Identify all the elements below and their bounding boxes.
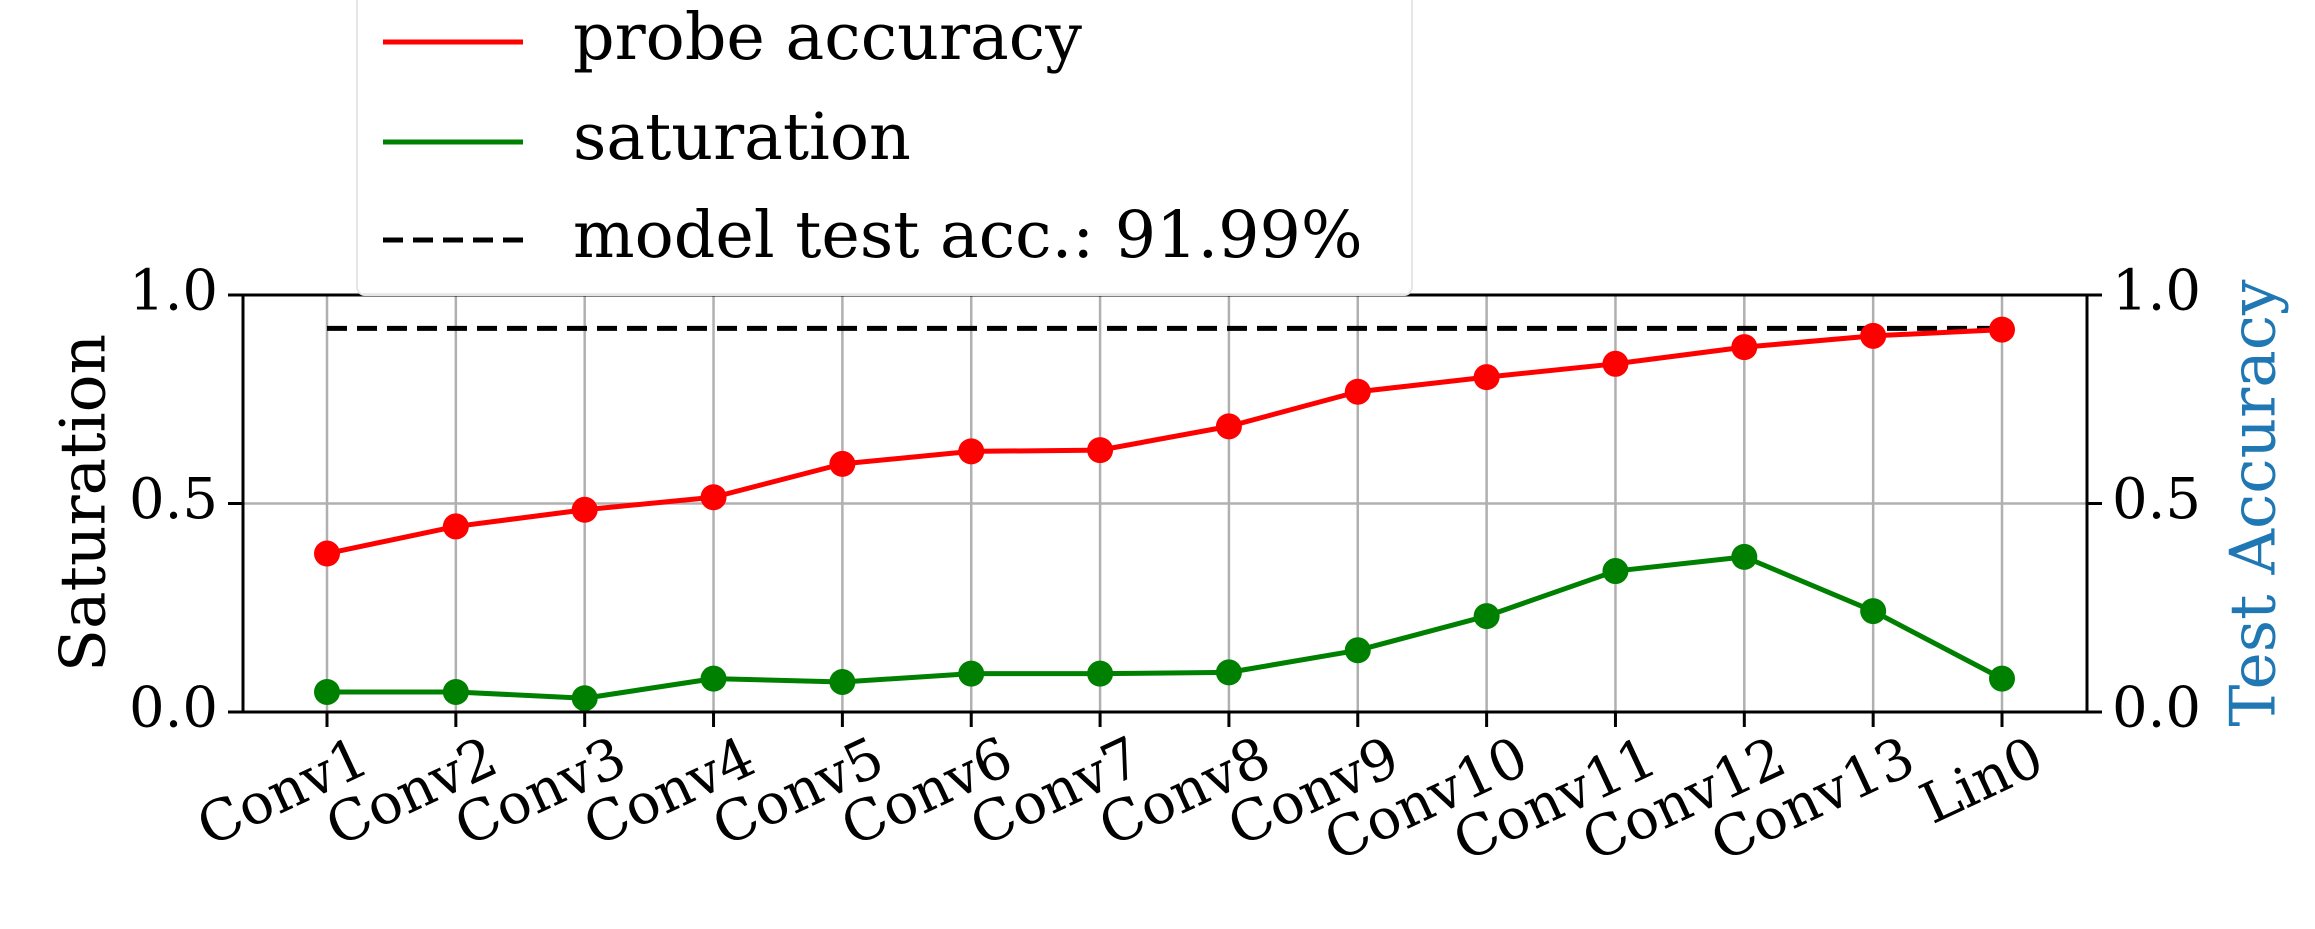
y-axis-right: 0.0 0.5 1.0 — [2087, 259, 2201, 741]
data-point-probe-accuracy — [829, 450, 856, 477]
data-point-probe-accuracy — [700, 484, 727, 511]
data-point-probe-accuracy — [314, 540, 340, 567]
data-point-saturation — [1860, 598, 1887, 625]
data-point-saturation — [1344, 637, 1371, 664]
data-point-probe-accuracy — [958, 438, 985, 465]
data-point-saturation — [958, 660, 985, 687]
data-point-probe-accuracy — [1344, 378, 1371, 405]
y-tick-label-right: 1.0 — [2112, 259, 2201, 324]
y-tick-label-left: 0.0 — [129, 676, 218, 741]
data-point-saturation — [700, 665, 727, 692]
data-point-saturation — [1731, 543, 1758, 570]
legend-box — [356, 0, 1413, 296]
x-axis: Conv1Conv2Conv3Conv4Conv5Conv6Conv7Conv8… — [188, 712, 2053, 875]
data-point-saturation — [1473, 603, 1500, 630]
series-line-probe-accuracy — [326, 327, 2003, 556]
x-tick-label: Lin0 — [1911, 725, 2053, 837]
grid-lines — [243, 293, 2087, 714]
legend-label-probe-accuracy: probe accuracy — [573, 0, 1082, 75]
data-point-saturation — [571, 685, 598, 712]
series-group — [314, 316, 2015, 712]
data-point-probe-accuracy — [1473, 364, 1500, 391]
series-line-saturation — [327, 554, 2004, 701]
data-point-probe-accuracy — [1087, 437, 1114, 464]
legend-label-saturation: saturation — [573, 100, 911, 175]
data-point-saturation — [1602, 558, 1629, 585]
data-point-saturation — [1215, 659, 1242, 686]
data-point-saturation — [314, 678, 340, 705]
y-tick-label-right: 0.0 — [2112, 676, 2201, 741]
y-axis-left: 0.0 0.5 1.0 — [129, 259, 243, 741]
data-point-probe-accuracy — [1215, 413, 1242, 440]
data-point-saturation — [442, 678, 469, 705]
data-point-probe-accuracy — [1860, 322, 1887, 349]
y-axis-left-label: Saturation — [47, 334, 120, 672]
data-point-probe-accuracy — [1602, 350, 1629, 377]
data-point-probe-accuracy — [571, 496, 598, 523]
y-tick-label-left: 0.5 — [129, 467, 218, 532]
data-point-probe-accuracy — [1989, 316, 2015, 343]
y-axis-right-label: Test Accuracy — [2217, 279, 2290, 727]
legend-label-model-test-acc: model test acc.: 91.99% — [573, 198, 1363, 273]
data-point-probe-accuracy — [1731, 334, 1758, 361]
y-tick-label-right: 0.5 — [2112, 467, 2201, 532]
data-point-saturation — [1989, 665, 2015, 692]
legend: probe accuracy saturation model test acc… — [356, 0, 1413, 296]
y-tick-label-left: 1.0 — [129, 259, 218, 324]
data-point-saturation — [1087, 660, 1114, 687]
data-point-probe-accuracy — [442, 513, 469, 540]
data-point-saturation — [829, 668, 856, 695]
